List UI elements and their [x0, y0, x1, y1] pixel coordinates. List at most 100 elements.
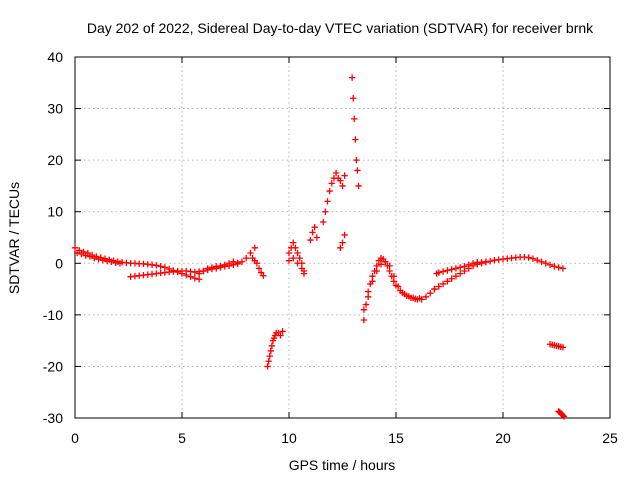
- data-point: [217, 262, 224, 270]
- data-point: [452, 272, 460, 280]
- series-arc14: [555, 408, 568, 420]
- data-point: [265, 358, 272, 365]
- data-point: [551, 263, 558, 270]
- chart-title: Day 202 of 2022, Sidereal Day-to-day VTE…: [87, 20, 594, 36]
- data-point: [416, 295, 423, 302]
- y-tick-label: 40: [47, 49, 63, 65]
- data-point: [452, 265, 460, 272]
- data-point: [407, 294, 415, 302]
- y-tick-label: 0: [55, 255, 63, 271]
- data-point: [435, 283, 442, 290]
- data-point: [373, 267, 380, 275]
- y-tick-label: 30: [47, 101, 63, 117]
- data-point: [534, 256, 541, 264]
- data-point: [82, 252, 89, 259]
- x-tick-label: 20: [495, 430, 511, 446]
- data-point: [285, 257, 293, 264]
- data-point: [234, 259, 241, 266]
- series-arc1b: [73, 249, 124, 267]
- data-point: [457, 264, 464, 271]
- data-point: [332, 169, 340, 177]
- data-point: [559, 344, 567, 351]
- data-point: [108, 258, 115, 265]
- data-point: [360, 306, 368, 313]
- data-point: [300, 270, 308, 277]
- data-point: [369, 278, 376, 285]
- data-point: [279, 328, 286, 335]
- data-point: [377, 261, 385, 268]
- x-tick-label: 0: [71, 430, 79, 446]
- data-point: [116, 260, 124, 267]
- x-tick-label: 10: [281, 430, 297, 446]
- series-arc7: [320, 169, 348, 226]
- data-point: [448, 266, 455, 273]
- plot-frame: [74, 56, 611, 419]
- data-point: [339, 239, 346, 246]
- data-point: [355, 182, 362, 190]
- data-point: [86, 253, 94, 260]
- series-arc10: [360, 254, 438, 324]
- data-point: [482, 258, 490, 265]
- series-arc1: [71, 244, 203, 283]
- data-point: [238, 258, 246, 265]
- data-point: [422, 293, 430, 301]
- data-point: [444, 278, 451, 285]
- x-tick-label: 5: [178, 430, 186, 446]
- data-point: [469, 260, 477, 267]
- data-point: [255, 265, 263, 272]
- data-point: [285, 249, 293, 257]
- data-point: [264, 363, 271, 370]
- data-point: [324, 198, 331, 205]
- data-point: [294, 249, 301, 257]
- data-point: [200, 267, 207, 275]
- data-point: [253, 260, 261, 267]
- data-point: [546, 261, 554, 269]
- data-point: [195, 276, 203, 283]
- data-point: [348, 74, 356, 81]
- data-point: [448, 275, 455, 282]
- series-arc11: [431, 253, 567, 293]
- data-point: [560, 413, 568, 420]
- data-point: [95, 255, 102, 263]
- data-point: [290, 239, 297, 246]
- data-point: [350, 95, 357, 102]
- data-point: [403, 292, 410, 299]
- x-axis-label: GPS time / hours: [289, 457, 396, 473]
- data-point: [559, 412, 567, 419]
- data-point: [268, 342, 276, 349]
- y-tick-label: 10: [47, 204, 63, 220]
- data-point: [290, 254, 297, 262]
- series-arc6: [307, 223, 321, 244]
- data-point: [386, 262, 393, 270]
- data-point: [247, 249, 254, 257]
- data-point: [73, 249, 81, 257]
- data-point: [309, 229, 316, 236]
- data-point: [435, 269, 442, 276]
- data-point: [328, 180, 335, 187]
- series-arc5b: [285, 254, 308, 277]
- data-point: [341, 231, 348, 239]
- y-tick-label: -30: [43, 410, 63, 426]
- y-tick-label: 20: [47, 152, 63, 168]
- data-point: [225, 260, 233, 267]
- y-axis-label: SDTVAR / TECUs: [6, 182, 22, 294]
- data-point: [221, 261, 228, 269]
- data-point: [311, 223, 318, 231]
- data-point: [157, 263, 164, 270]
- data-point: [230, 258, 237, 265]
- data-point: [267, 347, 275, 355]
- data-point: [354, 167, 361, 174]
- series-arc10b: [360, 258, 423, 313]
- series-arc4: [264, 328, 286, 370]
- data-point: [243, 254, 250, 262]
- data-point: [78, 250, 85, 258]
- data-point: [360, 316, 368, 324]
- series-arc13: [546, 341, 567, 351]
- data-point: [555, 264, 562, 271]
- data-point: [296, 254, 303, 262]
- data-point: [352, 136, 359, 143]
- data-point: [313, 234, 321, 241]
- series-arc8: [337, 231, 348, 252]
- data-point: [204, 265, 211, 272]
- data-point: [251, 244, 258, 252]
